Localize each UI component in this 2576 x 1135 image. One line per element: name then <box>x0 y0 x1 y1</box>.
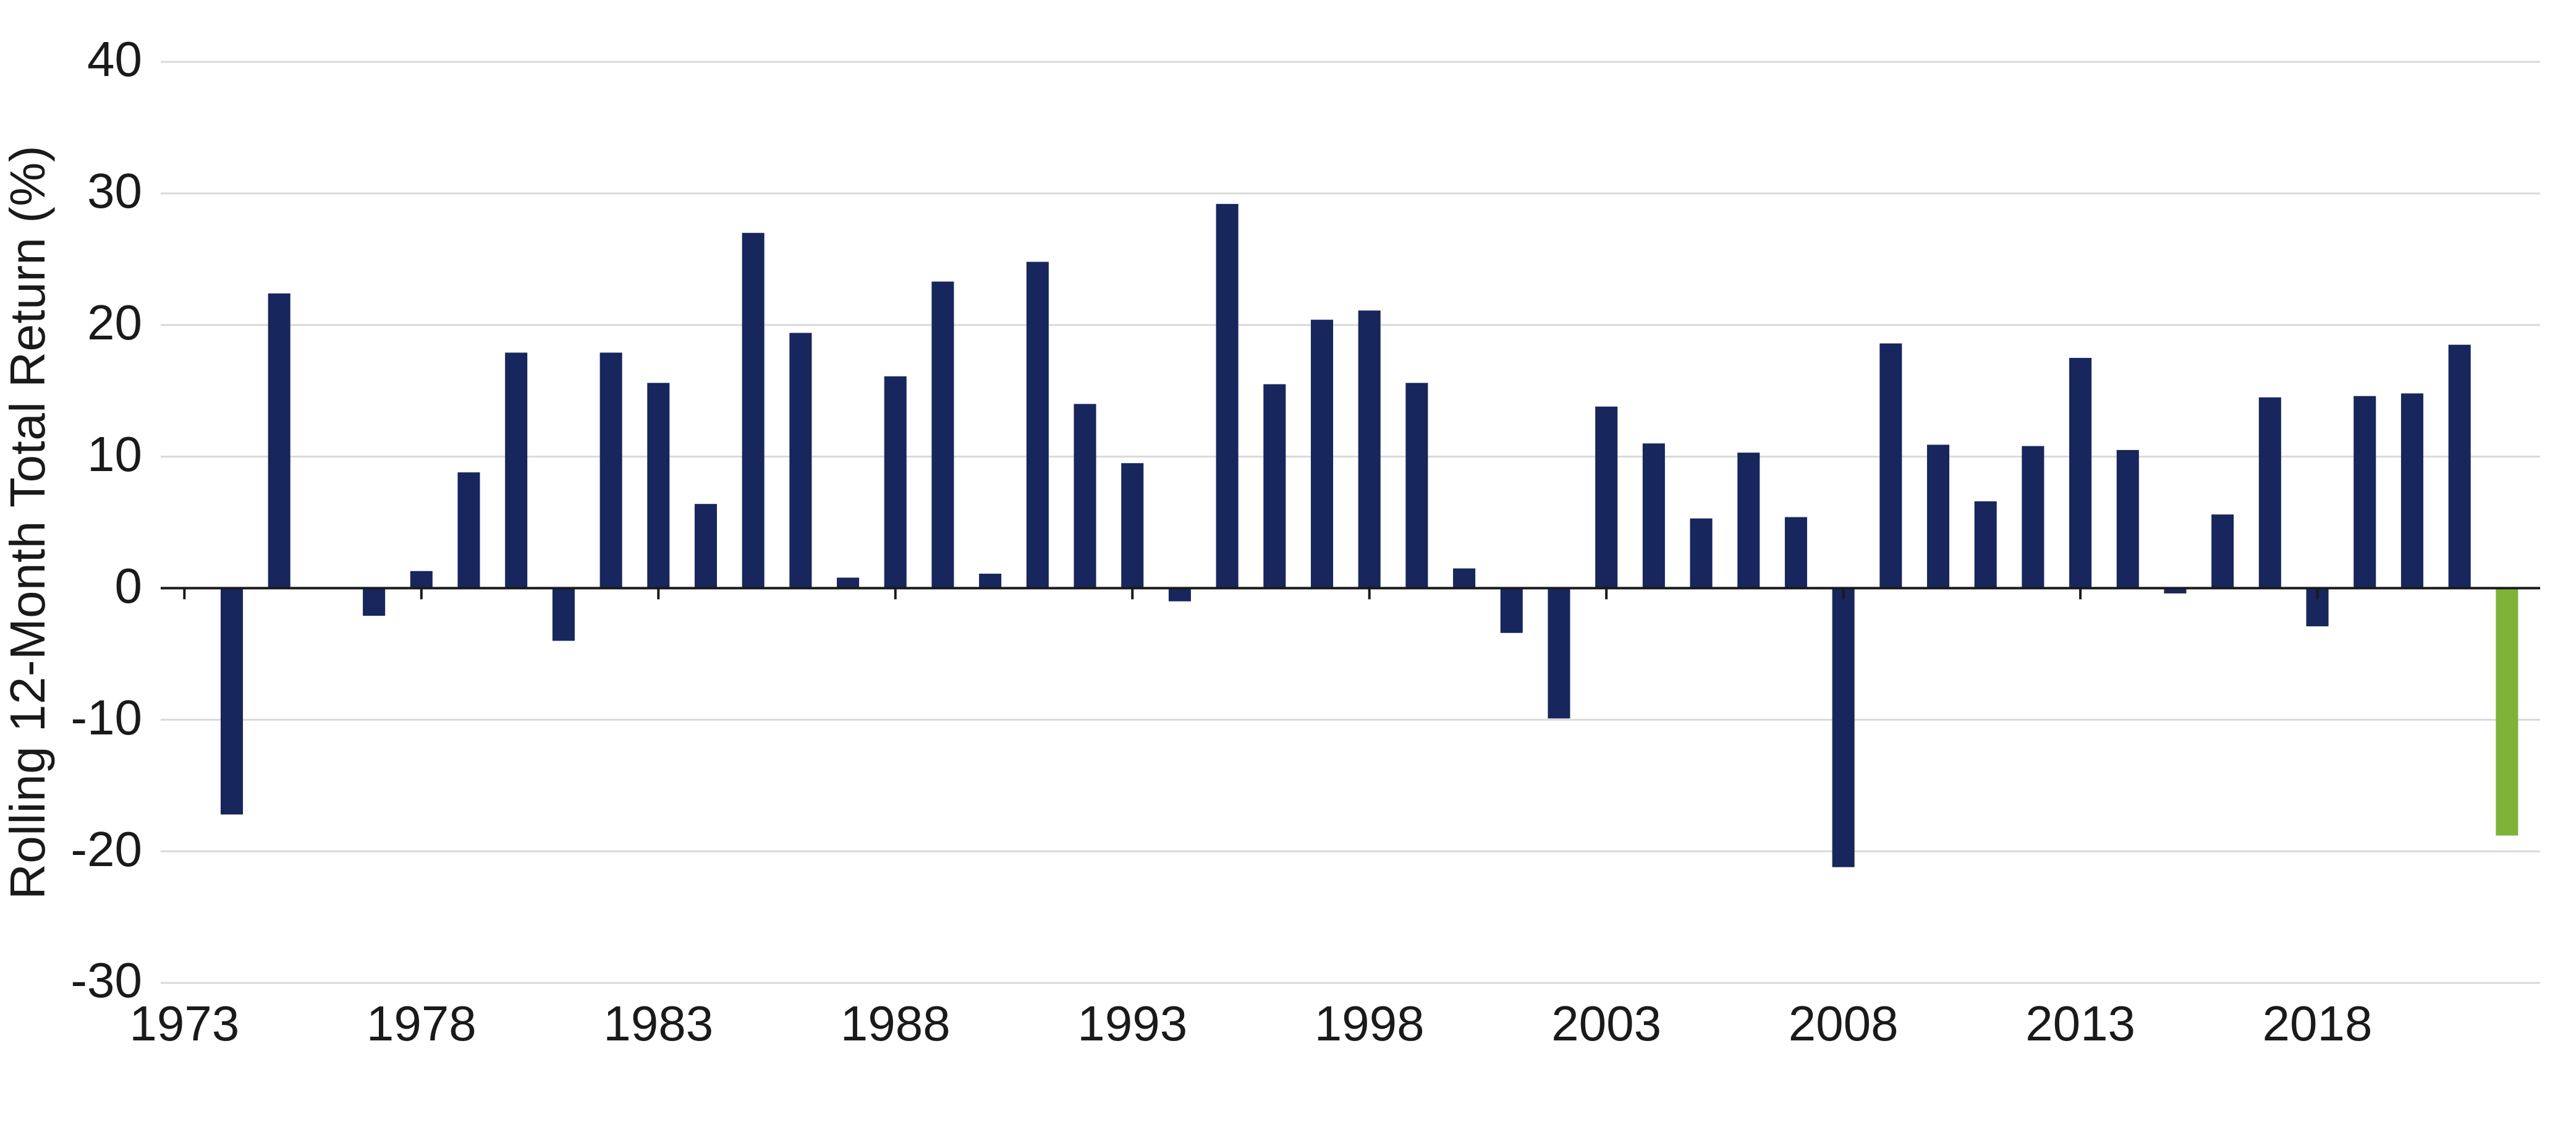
bar <box>2069 358 2091 589</box>
bar <box>1832 588 1855 867</box>
bar <box>1595 407 1617 589</box>
x-tick-label: 1988 <box>841 995 951 1052</box>
bar <box>1311 320 1333 588</box>
y-tick-label: -20 <box>70 821 142 878</box>
bar <box>1074 404 1096 588</box>
bar <box>742 233 765 589</box>
bar <box>1169 588 1191 601</box>
bar <box>505 352 527 588</box>
bar <box>600 352 622 588</box>
bar <box>1785 517 1807 588</box>
x-tick-label: 1998 <box>1315 995 1425 1052</box>
y-axis-label: Rolling 12-Month Total Return (%) <box>0 145 56 899</box>
bar <box>2354 396 2376 589</box>
bar <box>1121 463 1143 588</box>
x-tick-label: 2018 <box>2263 995 2373 1052</box>
x-tick-label: 1993 <box>1077 995 1187 1052</box>
bar <box>2401 393 2423 588</box>
bar <box>1927 444 1949 588</box>
bar <box>1643 443 1665 588</box>
x-tick-label: 2008 <box>1789 995 1899 1052</box>
bar <box>1358 310 1381 588</box>
bar <box>1453 569 1475 589</box>
y-tick-label: 0 <box>115 558 143 614</box>
bar <box>363 588 385 616</box>
x-tick-label: 2003 <box>1551 995 1661 1052</box>
y-tick-label: 10 <box>87 426 142 483</box>
bar <box>221 588 243 814</box>
x-tick-label: 2013 <box>2025 995 2135 1052</box>
returns-bar-chart <box>0 0 2576 1135</box>
y-tick-label: 30 <box>87 163 142 219</box>
x-tick-label: 1983 <box>603 995 713 1052</box>
x-tick-label: 1978 <box>366 995 477 1052</box>
bar <box>1405 383 1428 588</box>
bar <box>1548 588 1570 718</box>
bar <box>837 577 859 588</box>
bar <box>695 504 717 588</box>
bar <box>1737 453 1760 588</box>
bar <box>553 588 575 640</box>
bar <box>647 383 669 588</box>
bar <box>1216 204 1239 589</box>
bar <box>2449 345 2471 589</box>
bar <box>1975 501 1997 588</box>
bar <box>1879 344 1902 589</box>
bar <box>1690 519 1713 589</box>
bar <box>1027 262 1049 589</box>
bar <box>1263 385 1286 589</box>
bar <box>931 281 954 588</box>
bar <box>789 333 811 588</box>
bar <box>2211 514 2234 588</box>
bar <box>2022 446 2044 589</box>
bar <box>410 571 433 589</box>
bar <box>2259 397 2281 589</box>
y-tick-label: 40 <box>87 31 142 88</box>
x-tick-label: 1973 <box>129 995 239 1052</box>
y-tick-label: -10 <box>70 689 142 746</box>
bar-highlight <box>2496 588 2518 835</box>
y-tick-label: 20 <box>87 294 142 351</box>
bar <box>2117 450 2139 589</box>
bar <box>1501 588 1523 632</box>
bar <box>457 472 480 588</box>
bar <box>979 574 1001 588</box>
chart-container: -30-20-100102030401973197819831988199319… <box>0 0 2576 1135</box>
bar <box>268 294 290 589</box>
bar <box>884 376 907 589</box>
